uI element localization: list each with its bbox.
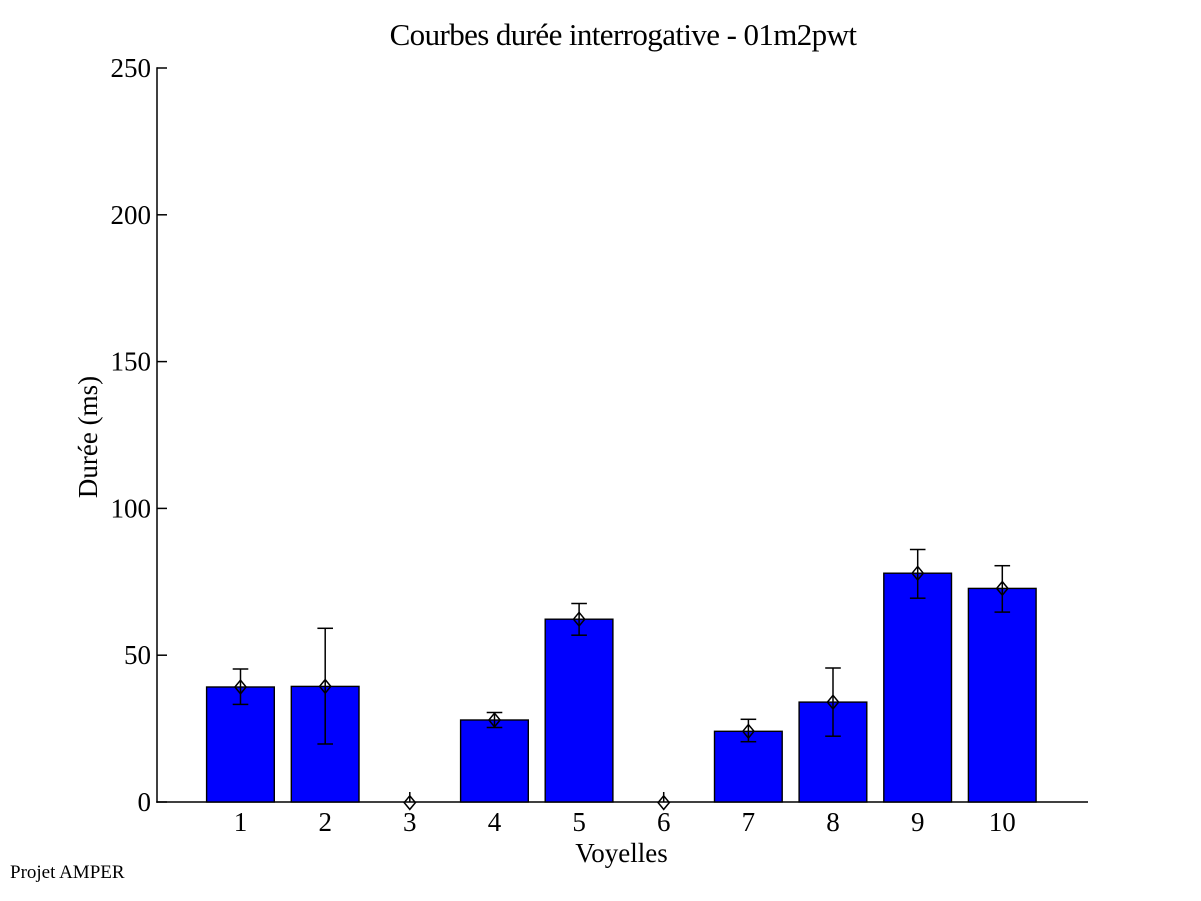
svg-text:Voyelles: Voyelles — [575, 838, 668, 868]
svg-text:5: 5 — [572, 807, 586, 837]
svg-text:0: 0 — [138, 787, 152, 817]
svg-text:6: 6 — [657, 807, 671, 837]
svg-text:8: 8 — [826, 807, 840, 837]
svg-text:Courbes durée interrogative -: Courbes durée interrogative - 01m2pwt — [390, 17, 858, 52]
svg-text:1: 1 — [234, 807, 248, 837]
svg-text:Durée (ms): Durée (ms) — [73, 376, 103, 498]
svg-text:10: 10 — [989, 807, 1016, 837]
svg-text:150: 150 — [111, 347, 152, 377]
svg-text:250: 250 — [111, 53, 152, 83]
svg-text:4: 4 — [488, 807, 502, 837]
svg-text:100: 100 — [111, 493, 152, 523]
svg-text:200: 200 — [111, 200, 152, 230]
svg-text:2: 2 — [318, 807, 332, 837]
svg-text:3: 3 — [403, 807, 417, 837]
svg-text:7: 7 — [742, 807, 756, 837]
svg-text:9: 9 — [911, 807, 925, 837]
svg-text:Projet AMPER: Projet AMPER — [10, 862, 125, 883]
svg-text:50: 50 — [124, 640, 151, 670]
